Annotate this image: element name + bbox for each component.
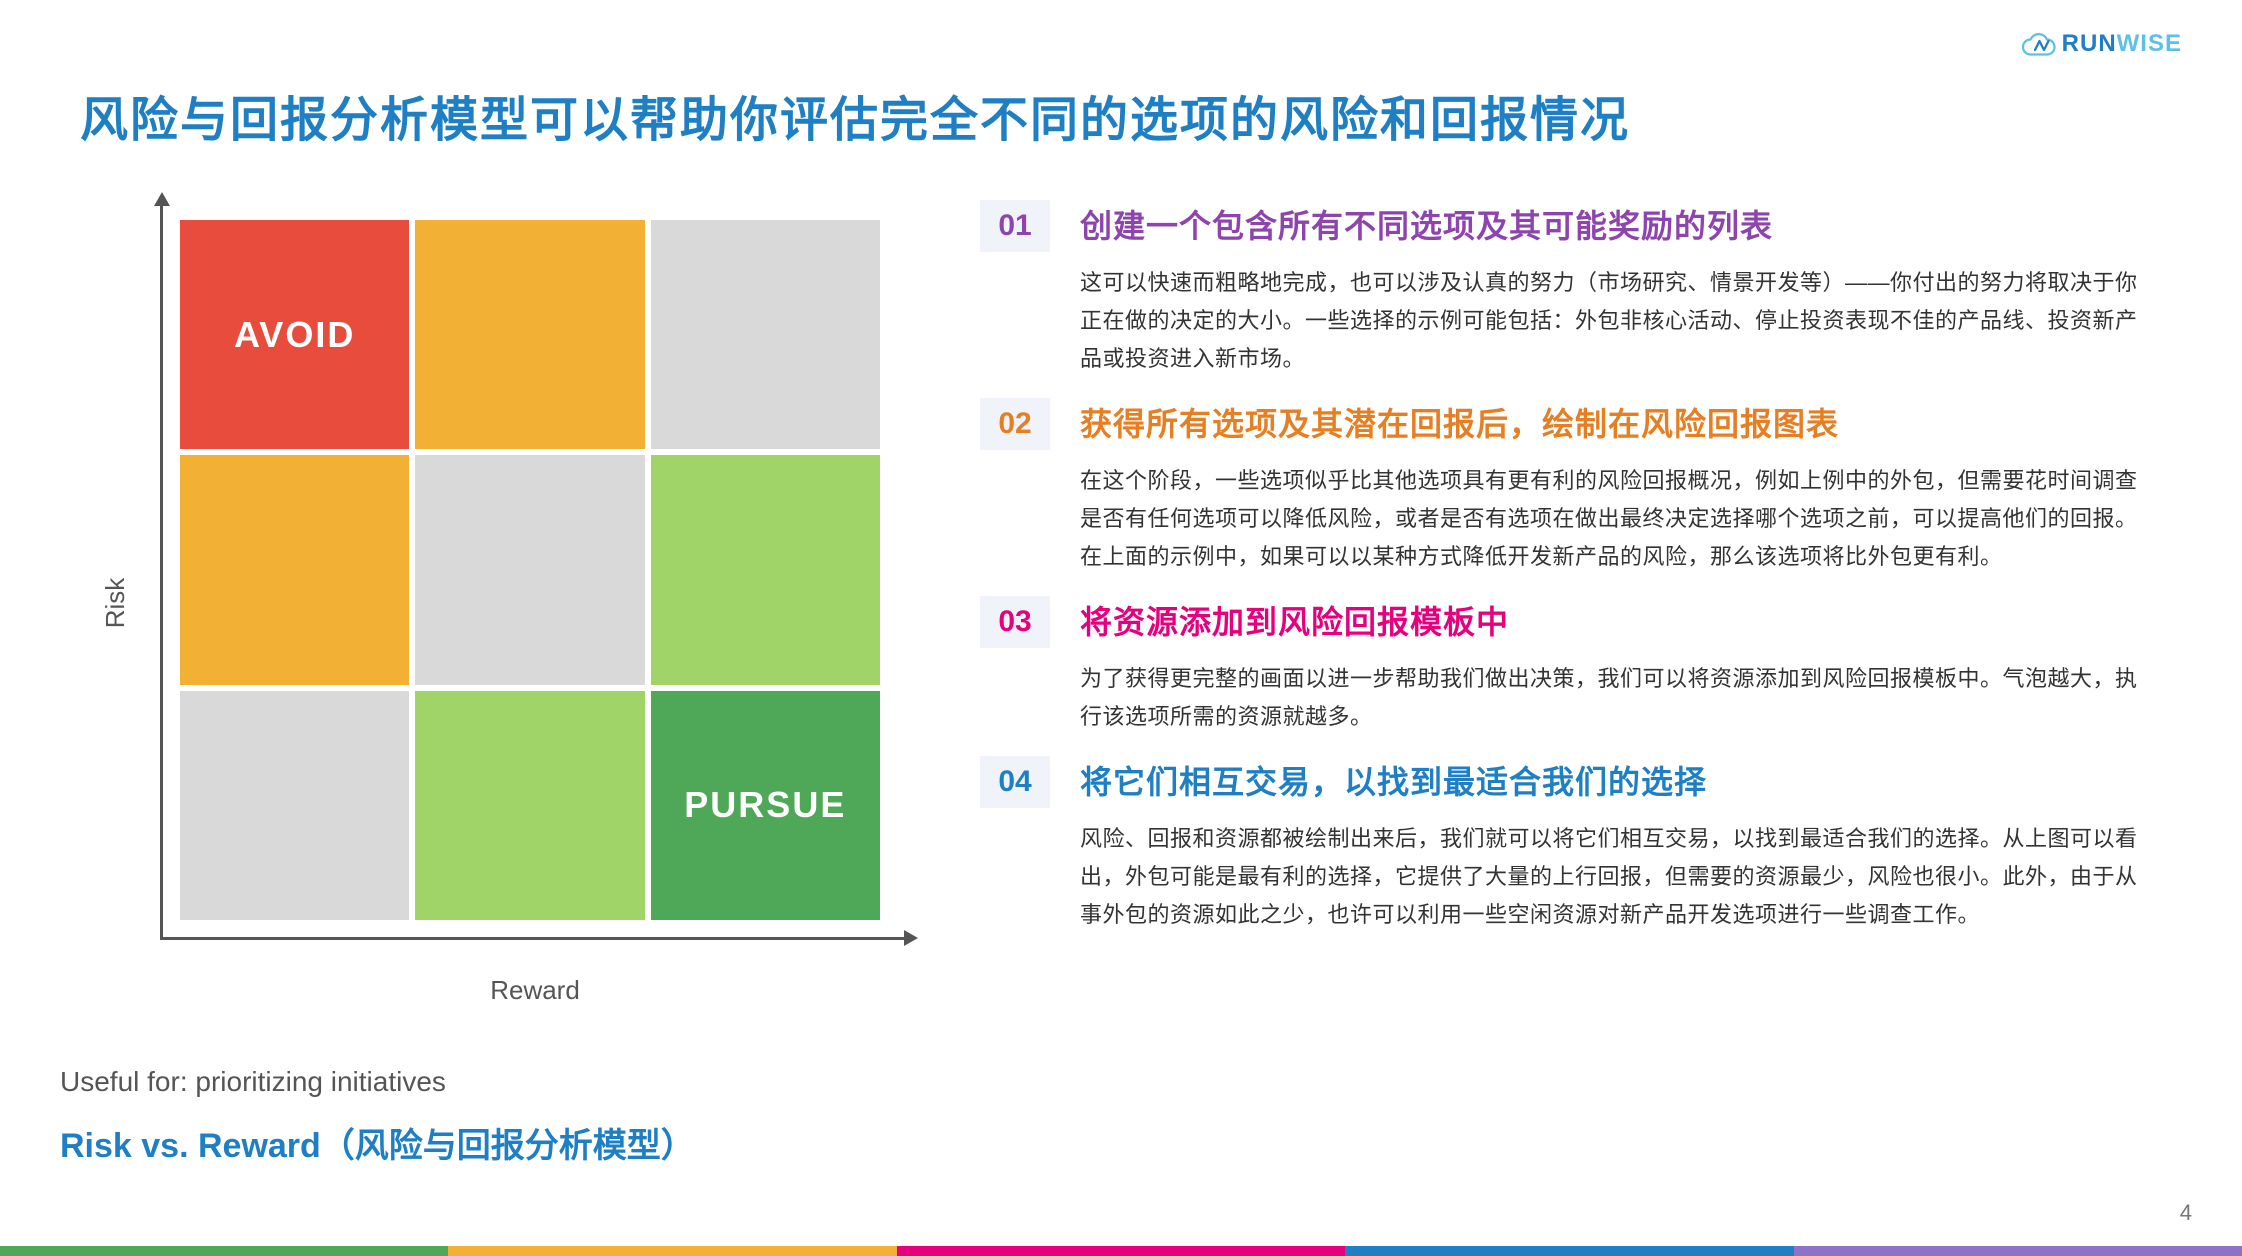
step-title: 将它们相互交易，以找到最适合我们的选择	[1080, 756, 2152, 808]
matrix-cell	[180, 455, 409, 684]
step-body: 创建一个包含所有不同选项及其可能奖励的列表这可以快速而粗略地完成，也可以涉及认真…	[1080, 200, 2152, 378]
step-item: 01 创建一个包含所有不同选项及其可能奖励的列表这可以快速而粗略地完成，也可以涉及…	[980, 200, 2152, 378]
slide: RUNWISE 风险与回报分析模型可以帮助你评估完全不同的选项的风险和回报情况 …	[0, 0, 2242, 1256]
matrix-cell	[651, 455, 880, 684]
bottom-bar-segment	[1345, 1246, 1793, 1256]
x-axis-line	[160, 937, 910, 940]
bottom-bar-segment	[448, 1246, 896, 1256]
brand-logo: RUNWISE	[2020, 30, 2182, 58]
step-number-badge: 02	[980, 398, 1050, 450]
bottom-color-bar	[0, 1246, 2242, 1256]
step-title: 获得所有选项及其潜在回报后，绘制在风险回报图表	[1080, 398, 2152, 450]
step-body: 获得所有选项及其潜在回报后，绘制在风险回报图表在这个阶段，一些选项似乎比其他选项…	[1080, 398, 2152, 576]
matrix-cell	[651, 220, 880, 449]
x-axis-label: Reward	[160, 975, 910, 1006]
step-item: 02 获得所有选项及其潜在回报后，绘制在风险回报图表在这个阶段，一些选项似乎比其他…	[980, 398, 2152, 576]
x-axis-arrow-icon	[904, 930, 918, 946]
brand-run: RUN	[2062, 30, 2117, 57]
matrix-grid: AVOID PURSUE	[180, 220, 880, 920]
page-title: 风险与回报分析模型可以帮助你评估完全不同的选项的风险和回报情况	[80, 80, 2182, 150]
matrix-cell	[415, 220, 644, 449]
content-area: Risk AVOID PURSUE Reward Useful for: prio…	[60, 200, 2182, 1167]
matrix-cell: AVOID	[180, 220, 409, 449]
step-description: 在这个阶段，一些选项似乎比其他选项具有更有利的风险回报概况，例如上例中的外包，但…	[1080, 462, 2152, 576]
page-number: 4	[2180, 1200, 2192, 1226]
step-item: 03 将资源添加到风险回报模板中为了获得更完整的画面以进一步帮助我们做出决策，我们…	[980, 596, 2152, 736]
bottom-bar-segment	[897, 1246, 1345, 1256]
step-body: 将资源添加到风险回报模板中为了获得更完整的画面以进一步帮助我们做出决策，我们可以…	[1080, 596, 2152, 736]
y-axis-arrow-icon	[154, 192, 170, 206]
matrix-cell	[180, 691, 409, 920]
bottom-bar-segment	[1794, 1246, 2242, 1256]
step-item: 04 将它们相互交易，以找到最适合我们的选择风险、回报和资源都被绘制出来后，我们就…	[980, 756, 2152, 934]
chart-axes: AVOID PURSUE	[160, 200, 910, 960]
step-title: 创建一个包含所有不同选项及其可能奖励的列表	[1080, 200, 2152, 252]
step-number-badge: 04	[980, 756, 1050, 808]
cloud-icon	[2020, 30, 2056, 58]
risk-reward-chart: Risk AVOID PURSUE Reward	[100, 200, 920, 1006]
step-description: 风险、回报和资源都被绘制出来后，我们就可以将它们相互交易，以找到最适合我们的选择…	[1080, 820, 2152, 934]
step-body: 将它们相互交易，以找到最适合我们的选择风险、回报和资源都被绘制出来后，我们就可以…	[1080, 756, 2152, 934]
matrix-cell	[415, 455, 644, 684]
step-title: 将资源添加到风险回报模板中	[1080, 596, 2152, 648]
matrix-cell: PURSUE	[651, 691, 880, 920]
matrix-cell	[415, 691, 644, 920]
y-axis-label: Risk	[100, 578, 131, 629]
subtitle: Risk vs. Reward（风险与回报分析模型）	[60, 1118, 940, 1167]
brand-text: RUNWISE	[2062, 30, 2182, 58]
step-description: 为了获得更完整的画面以进一步帮助我们做出决策，我们可以将资源添加到风险回报模板中…	[1080, 660, 2152, 736]
brand-wise: WISE	[2117, 30, 2182, 57]
y-axis-line	[160, 200, 163, 940]
step-number-badge: 01	[980, 200, 1050, 252]
steps-list: 01 创建一个包含所有不同选项及其可能奖励的列表这可以快速而粗略地完成，也可以涉及…	[980, 200, 2182, 1167]
step-number-badge: 03	[980, 596, 1050, 648]
bottom-bar-segment	[0, 1246, 448, 1256]
step-description: 这可以快速而粗略地完成，也可以涉及认真的努力（市场研究、情景开发等）——你付出的…	[1080, 264, 2152, 378]
useful-for-text: Useful for: prioritizing initiatives	[60, 1066, 940, 1098]
left-panel: Risk AVOID PURSUE Reward Useful for: prio…	[60, 200, 940, 1167]
